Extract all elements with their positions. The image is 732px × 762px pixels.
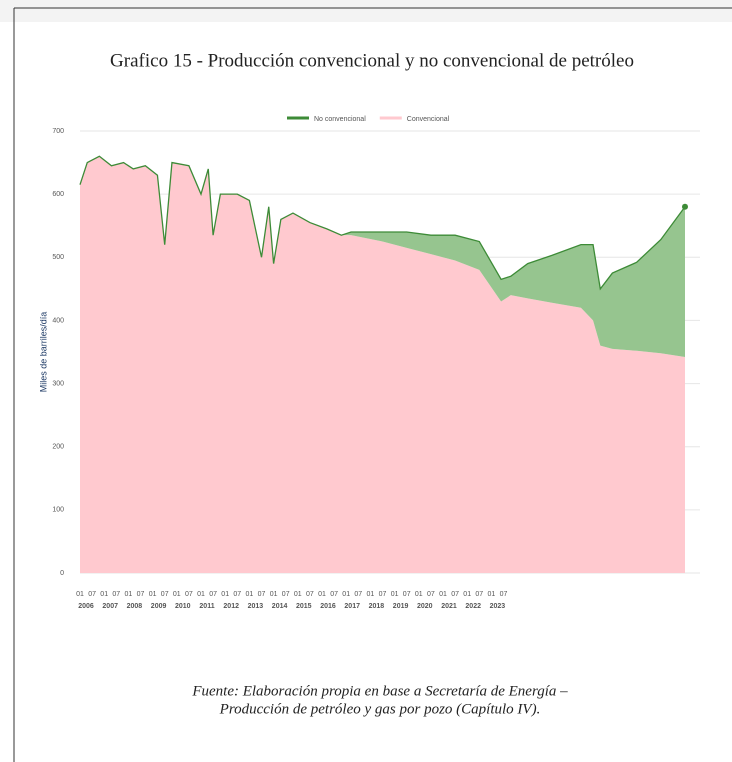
- x-tick-label: 07: [330, 591, 338, 598]
- x-tick-label: 01: [270, 591, 278, 598]
- x-tick-label: 01: [173, 591, 181, 598]
- y-tick-label: 600: [52, 191, 64, 198]
- area-top-line: [79, 155, 686, 291]
- y-tick-label: 400: [52, 317, 64, 324]
- x-tick-label: 07: [209, 591, 217, 598]
- x-tick-label: 07: [137, 591, 145, 598]
- x-tick-label: 01: [100, 591, 108, 598]
- x-tick-label: 07: [379, 591, 387, 598]
- x-year-label: 2013: [248, 603, 264, 610]
- x-tick-label: 07: [282, 591, 290, 598]
- x-year-label: 2006: [78, 603, 94, 610]
- x-year-label: 2010: [175, 603, 191, 610]
- x-tick-label: 01: [76, 591, 84, 598]
- x-tick-label: 01: [488, 591, 496, 598]
- legend-label: No convencional: [314, 116, 366, 123]
- x-year-label: 2008: [127, 603, 143, 610]
- x-tick-label: 07: [500, 591, 508, 598]
- x-tick-label: 01: [463, 591, 471, 598]
- x-tick-label: 07: [427, 591, 435, 598]
- x-tick-label: 07: [233, 591, 241, 598]
- x-year-label: 2019: [393, 603, 409, 610]
- x-tick-label: 07: [403, 591, 411, 598]
- x-tick-label: 07: [112, 591, 120, 598]
- x-tick-label: 07: [475, 591, 483, 598]
- x-tick-label: 01: [221, 591, 229, 598]
- top-bar: [0, 0, 732, 22]
- x-tick-label: 01: [439, 591, 447, 598]
- x-year-label: 2020: [417, 603, 433, 610]
- y-tick-label: 700: [52, 128, 64, 135]
- y-tick-label: 300: [52, 380, 64, 387]
- area: [80, 156, 685, 573]
- y-tick-label: 0: [60, 570, 64, 577]
- x-year-label: 2017: [344, 603, 360, 610]
- x-year-label: 2018: [369, 603, 385, 610]
- x-tick-label: 01: [149, 591, 157, 598]
- legend-label: Convencional: [407, 116, 450, 123]
- x-tick-label: 01: [125, 591, 133, 598]
- x-year-label: 2011: [199, 603, 214, 610]
- x-tick-label: 01: [391, 591, 399, 598]
- x-year-label: 2007: [102, 603, 118, 610]
- x-year-label: 2009: [151, 603, 167, 610]
- x-tick-label: 01: [294, 591, 302, 598]
- x-tick-label: 07: [161, 591, 169, 598]
- x-year-label: 2015: [296, 603, 312, 610]
- x-year-label: 2016: [320, 603, 336, 610]
- x-year-label: 2014: [272, 603, 288, 610]
- x-tick-label: 07: [354, 591, 362, 598]
- y-tick-label: 100: [52, 507, 64, 514]
- x-year-label: 2023: [490, 603, 506, 610]
- x-tick-label: 07: [306, 591, 314, 598]
- x-year-label: 2021: [441, 603, 457, 610]
- x-tick-label: 01: [318, 591, 326, 598]
- y-tick-label: 500: [52, 254, 64, 261]
- x-year-label: 2022: [465, 603, 481, 610]
- x-tick-label: 01: [246, 591, 254, 598]
- end-marker: [682, 203, 688, 210]
- x-tick-label: 01: [342, 591, 350, 598]
- y-axis-label: Miles de barriles/día: [38, 312, 48, 393]
- chart-title: Grafico 15 - Producción convencional y n…: [110, 50, 634, 71]
- caption: Producción de petróleo y gas por pozo (C…: [219, 701, 541, 717]
- area: [80, 156, 685, 358]
- caption: Fuente: Elaboración propia en base a Sec…: [191, 683, 568, 699]
- x-tick-label: 07: [88, 591, 96, 598]
- x-tick-label: 07: [451, 591, 459, 598]
- x-year-label: 2012: [223, 603, 239, 610]
- x-tick-label: 01: [367, 591, 375, 598]
- x-tick-label: 07: [185, 591, 193, 598]
- x-tick-label: 01: [197, 591, 205, 598]
- x-tick-label: 01: [415, 591, 423, 598]
- x-tick-label: 07: [258, 591, 266, 598]
- y-tick-label: 200: [52, 444, 64, 451]
